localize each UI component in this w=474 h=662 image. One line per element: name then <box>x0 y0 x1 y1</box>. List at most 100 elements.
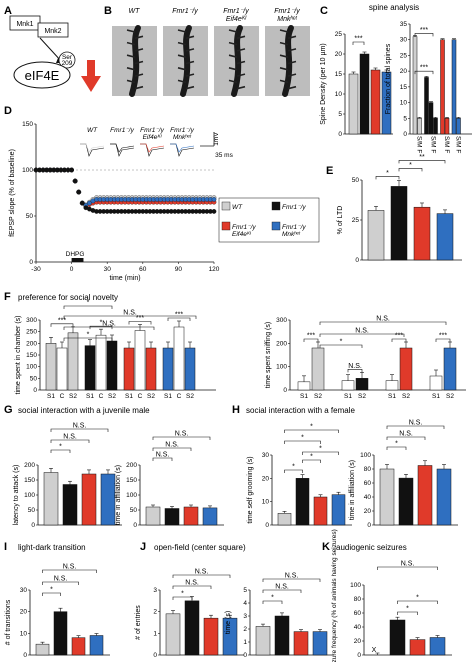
g-right-bar-3 <box>202 507 218 526</box>
g-right-bar-1 <box>164 508 180 526</box>
j-right-y-tick-label: 0 <box>243 652 247 659</box>
dendrite-spine-0 <box>126 41 136 46</box>
f-left-sig-3-label: *** <box>175 312 183 319</box>
g-left-y-label: latency to attack (s) <box>13 465 20 526</box>
i-bar-3 <box>89 635 104 656</box>
mnk1-label: Mnk1 <box>16 21 33 28</box>
f-right-bar-3-1 <box>443 347 457 391</box>
i-y-label: # of transitions <box>5 599 12 645</box>
f-right-sig-0-label: *** <box>307 333 315 340</box>
dendrite-spine-1 <box>185 85 195 90</box>
dendrite-shaft-2 <box>231 25 243 97</box>
f-left-bar-1-1 <box>95 334 107 391</box>
d-trace-sublabel-2: Eif4eᴷᴵ <box>143 134 163 141</box>
f-left-xlabel: C <box>177 393 182 400</box>
f-right-y-tick-label: 200 <box>276 340 287 347</box>
c-left-bar-0 <box>348 73 359 135</box>
j-left-y-tick-label: 0 <box>153 652 157 659</box>
e-y-tick-label: 50 <box>352 177 360 184</box>
d-trace-label-1: Fmr1⁻/y <box>110 127 134 134</box>
b-label-line2-2: Eif4eᴷᴵ <box>226 16 247 23</box>
c-right-bar-0-0 <box>412 36 418 135</box>
d-y-tick-label: 50 <box>26 213 34 220</box>
d-x-tick-label: 30 <box>104 266 112 273</box>
g-right-sig-0-bracket <box>152 457 173 461</box>
i-y-tick-label: 0 <box>23 652 27 659</box>
c-right-y-tick-label: 0 <box>403 131 407 138</box>
k-sig-1-label: * <box>416 595 419 602</box>
dendrite-spine-1 <box>185 35 195 40</box>
g-right-y-tick-label: 100 <box>126 492 137 499</box>
h-right-sig-1-label: N.S. <box>399 431 413 438</box>
f-right-y-label: time spent sniffing (s) <box>265 322 272 388</box>
e-sig-0-bracket <box>375 176 400 180</box>
dendrite-spine-1 <box>177 41 187 46</box>
h-left-y-tick-label: 0 <box>265 522 269 529</box>
d-x-tick-label: 90 <box>175 266 183 273</box>
d-y-tick-label: 0 <box>29 259 33 266</box>
dendrite-spine-1 <box>177 29 187 33</box>
d-y-label: fEPSP slope (% of baseline) <box>9 149 16 237</box>
d-dhpg-label: DHPG <box>66 251 85 258</box>
f-left-xlabel: C <box>99 393 104 400</box>
f-left-xlabel: S1 <box>47 393 55 400</box>
panel-b-letter: B <box>104 5 112 17</box>
d-trace-3 <box>170 143 195 157</box>
g-left-sig-2-bracket <box>50 428 109 432</box>
d-point-series-1 <box>211 209 217 214</box>
k-y-tick-label: 60 <box>354 610 362 617</box>
h-left-y-label: time self grooming (s) <box>247 456 254 523</box>
d-point-series-1 <box>69 167 74 173</box>
g-right-bar-2 <box>183 506 199 526</box>
f-left-cmp-top-bracket <box>63 305 113 309</box>
c-left-y-tick-label: 0 <box>338 131 342 138</box>
f-right-xlabel: S1 <box>344 393 352 400</box>
e-sig-2-bracket <box>398 160 446 164</box>
i-y-tick-label: 30 <box>20 587 28 594</box>
f-right-sig-3-label: *** <box>439 333 447 340</box>
f-right-bar-1-0 <box>341 380 355 391</box>
g-right-sig-1-bracket <box>152 447 192 451</box>
j-right-y-tick-label: 4 <box>243 600 247 607</box>
i-sig-0-label: * <box>50 587 53 594</box>
h-right-sig-0-label: * <box>395 441 398 448</box>
dendrite-spine-3 <box>287 35 297 40</box>
panel-f-title: preference for social novelty <box>18 293 118 302</box>
k-bar-1 <box>389 619 406 656</box>
dendrite-spine-3 <box>279 29 289 33</box>
e-y-tick-label: 0 <box>355 257 359 264</box>
j-left-sig-2-label: N.S. <box>195 569 209 576</box>
f-right-cmp-1-label: * <box>340 339 343 346</box>
h-right-sig-2-label: N.S. <box>409 420 423 427</box>
c-right-bar-1-1 <box>428 102 434 135</box>
i-bar-2 <box>71 637 86 656</box>
h-left-sig-4-label: * <box>310 424 313 431</box>
j-right-sig-0-bracket <box>262 600 283 604</box>
j-left-bar-0 <box>165 613 181 656</box>
panel-h-female-chart: 0 10 20 30 time self grooming (s) * * * * * 0 20 40 6… <box>247 420 458 529</box>
j-left-y-tick-label: 3 <box>153 587 157 594</box>
i-y-tick-label: 20 <box>20 609 28 616</box>
dendrite-shaft-1 <box>180 25 192 97</box>
d-legend-name-2: Fmr1⁻/y <box>232 224 256 231</box>
i-sig-2-label: N.S. <box>63 564 77 571</box>
f-left-cmp-1-bracket <box>63 337 113 341</box>
f-right-y-tick-label: 100 <box>276 364 287 371</box>
i-sig-2-bracket <box>42 569 97 573</box>
panel-c-spine-fraction-chart: 0 5 10 15 20 25 30 35 Fraction of total spines S/… <box>385 21 472 153</box>
d-legend-box <box>218 197 320 243</box>
panel-e-letter: E <box>326 165 333 177</box>
j-left-sig-1-bracket <box>172 585 212 589</box>
f-left-cmp-2-bracket <box>63 326 155 330</box>
j-left-sig-0-bracket <box>172 596 193 600</box>
c-right-bar-1-2 <box>433 118 438 135</box>
j-left-y-tick-label: 2 <box>153 609 157 616</box>
panel-c-spine-density-chart: 0 5 10 15 20 25 Spine Density (per 10 µm) *** <box>320 31 393 138</box>
dendrite-spine-0 <box>126 67 136 71</box>
ser-label: Ser <box>62 54 73 61</box>
g-left-bar-2 <box>81 473 97 526</box>
d-legend-swatch-1 <box>271 201 281 211</box>
e-sig-2-label: ** <box>419 154 425 161</box>
e-y-label: % of LTD <box>337 206 344 235</box>
